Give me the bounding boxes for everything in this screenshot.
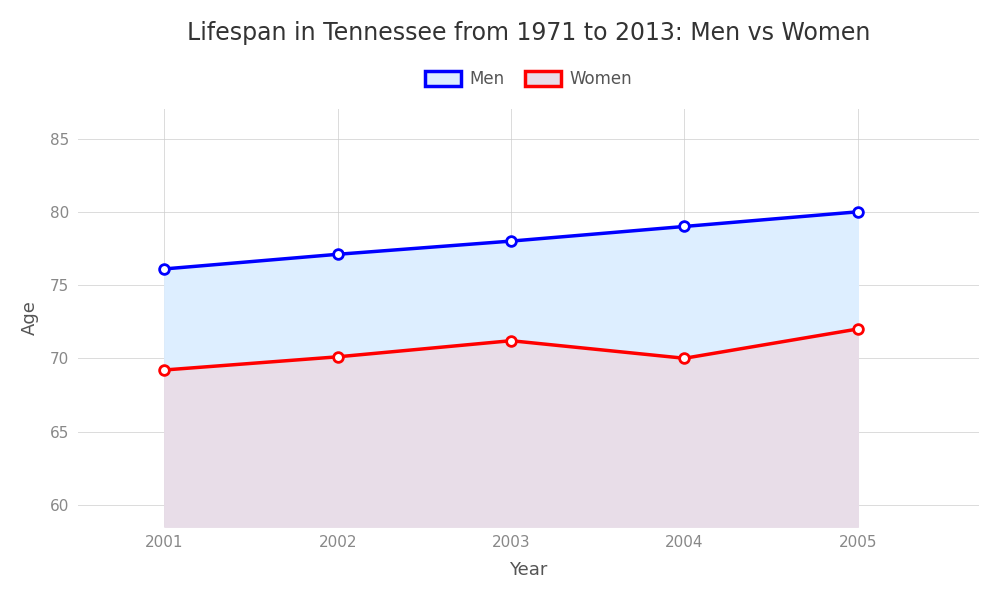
X-axis label: Year: Year <box>509 561 548 579</box>
Legend: Men, Women: Men, Women <box>418 64 639 95</box>
Y-axis label: Age: Age <box>21 301 39 335</box>
Title: Lifespan in Tennessee from 1971 to 2013: Men vs Women: Lifespan in Tennessee from 1971 to 2013:… <box>187 21 870 45</box>
